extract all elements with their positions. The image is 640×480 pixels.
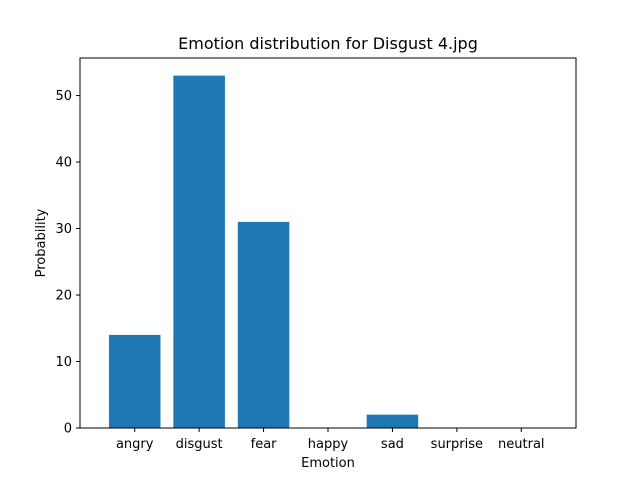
- y-tick-label: 20: [55, 289, 72, 304]
- x-axis-label: Emotion: [301, 456, 355, 471]
- x-tick-label: angry: [116, 437, 154, 452]
- x-tick-label: sad: [381, 437, 404, 452]
- y-tick-label: 30: [55, 222, 72, 237]
- plot-frame: [79, 57, 577, 429]
- bar-fear: [237, 221, 290, 428]
- y-tick-label: 10: [55, 355, 72, 370]
- x-tick-label: surprise: [431, 437, 483, 452]
- y-tick-label: 0: [64, 422, 72, 437]
- x-tick-label: fear: [251, 437, 278, 452]
- x-tick-label: neutral: [498, 437, 545, 452]
- chart-title: Emotion distribution for Disgust 4.jpg: [178, 34, 478, 53]
- bars-group: [108, 75, 419, 428]
- bar-angry: [108, 334, 161, 428]
- y-tick-label: 40: [55, 156, 72, 171]
- x-axis-ticks: angry disgust fear happy sad surprise neutral: [116, 428, 545, 452]
- y-axis-ticks: 0 10 20 30 40 50: [55, 89, 80, 437]
- x-tick-label: happy: [308, 437, 349, 452]
- y-axis-label: Probability: [34, 208, 49, 277]
- y-tick-label: 50: [55, 89, 72, 104]
- x-tick-label: disgust: [176, 437, 223, 452]
- bar-disgust: [173, 75, 225, 428]
- bar-sad: [366, 414, 419, 428]
